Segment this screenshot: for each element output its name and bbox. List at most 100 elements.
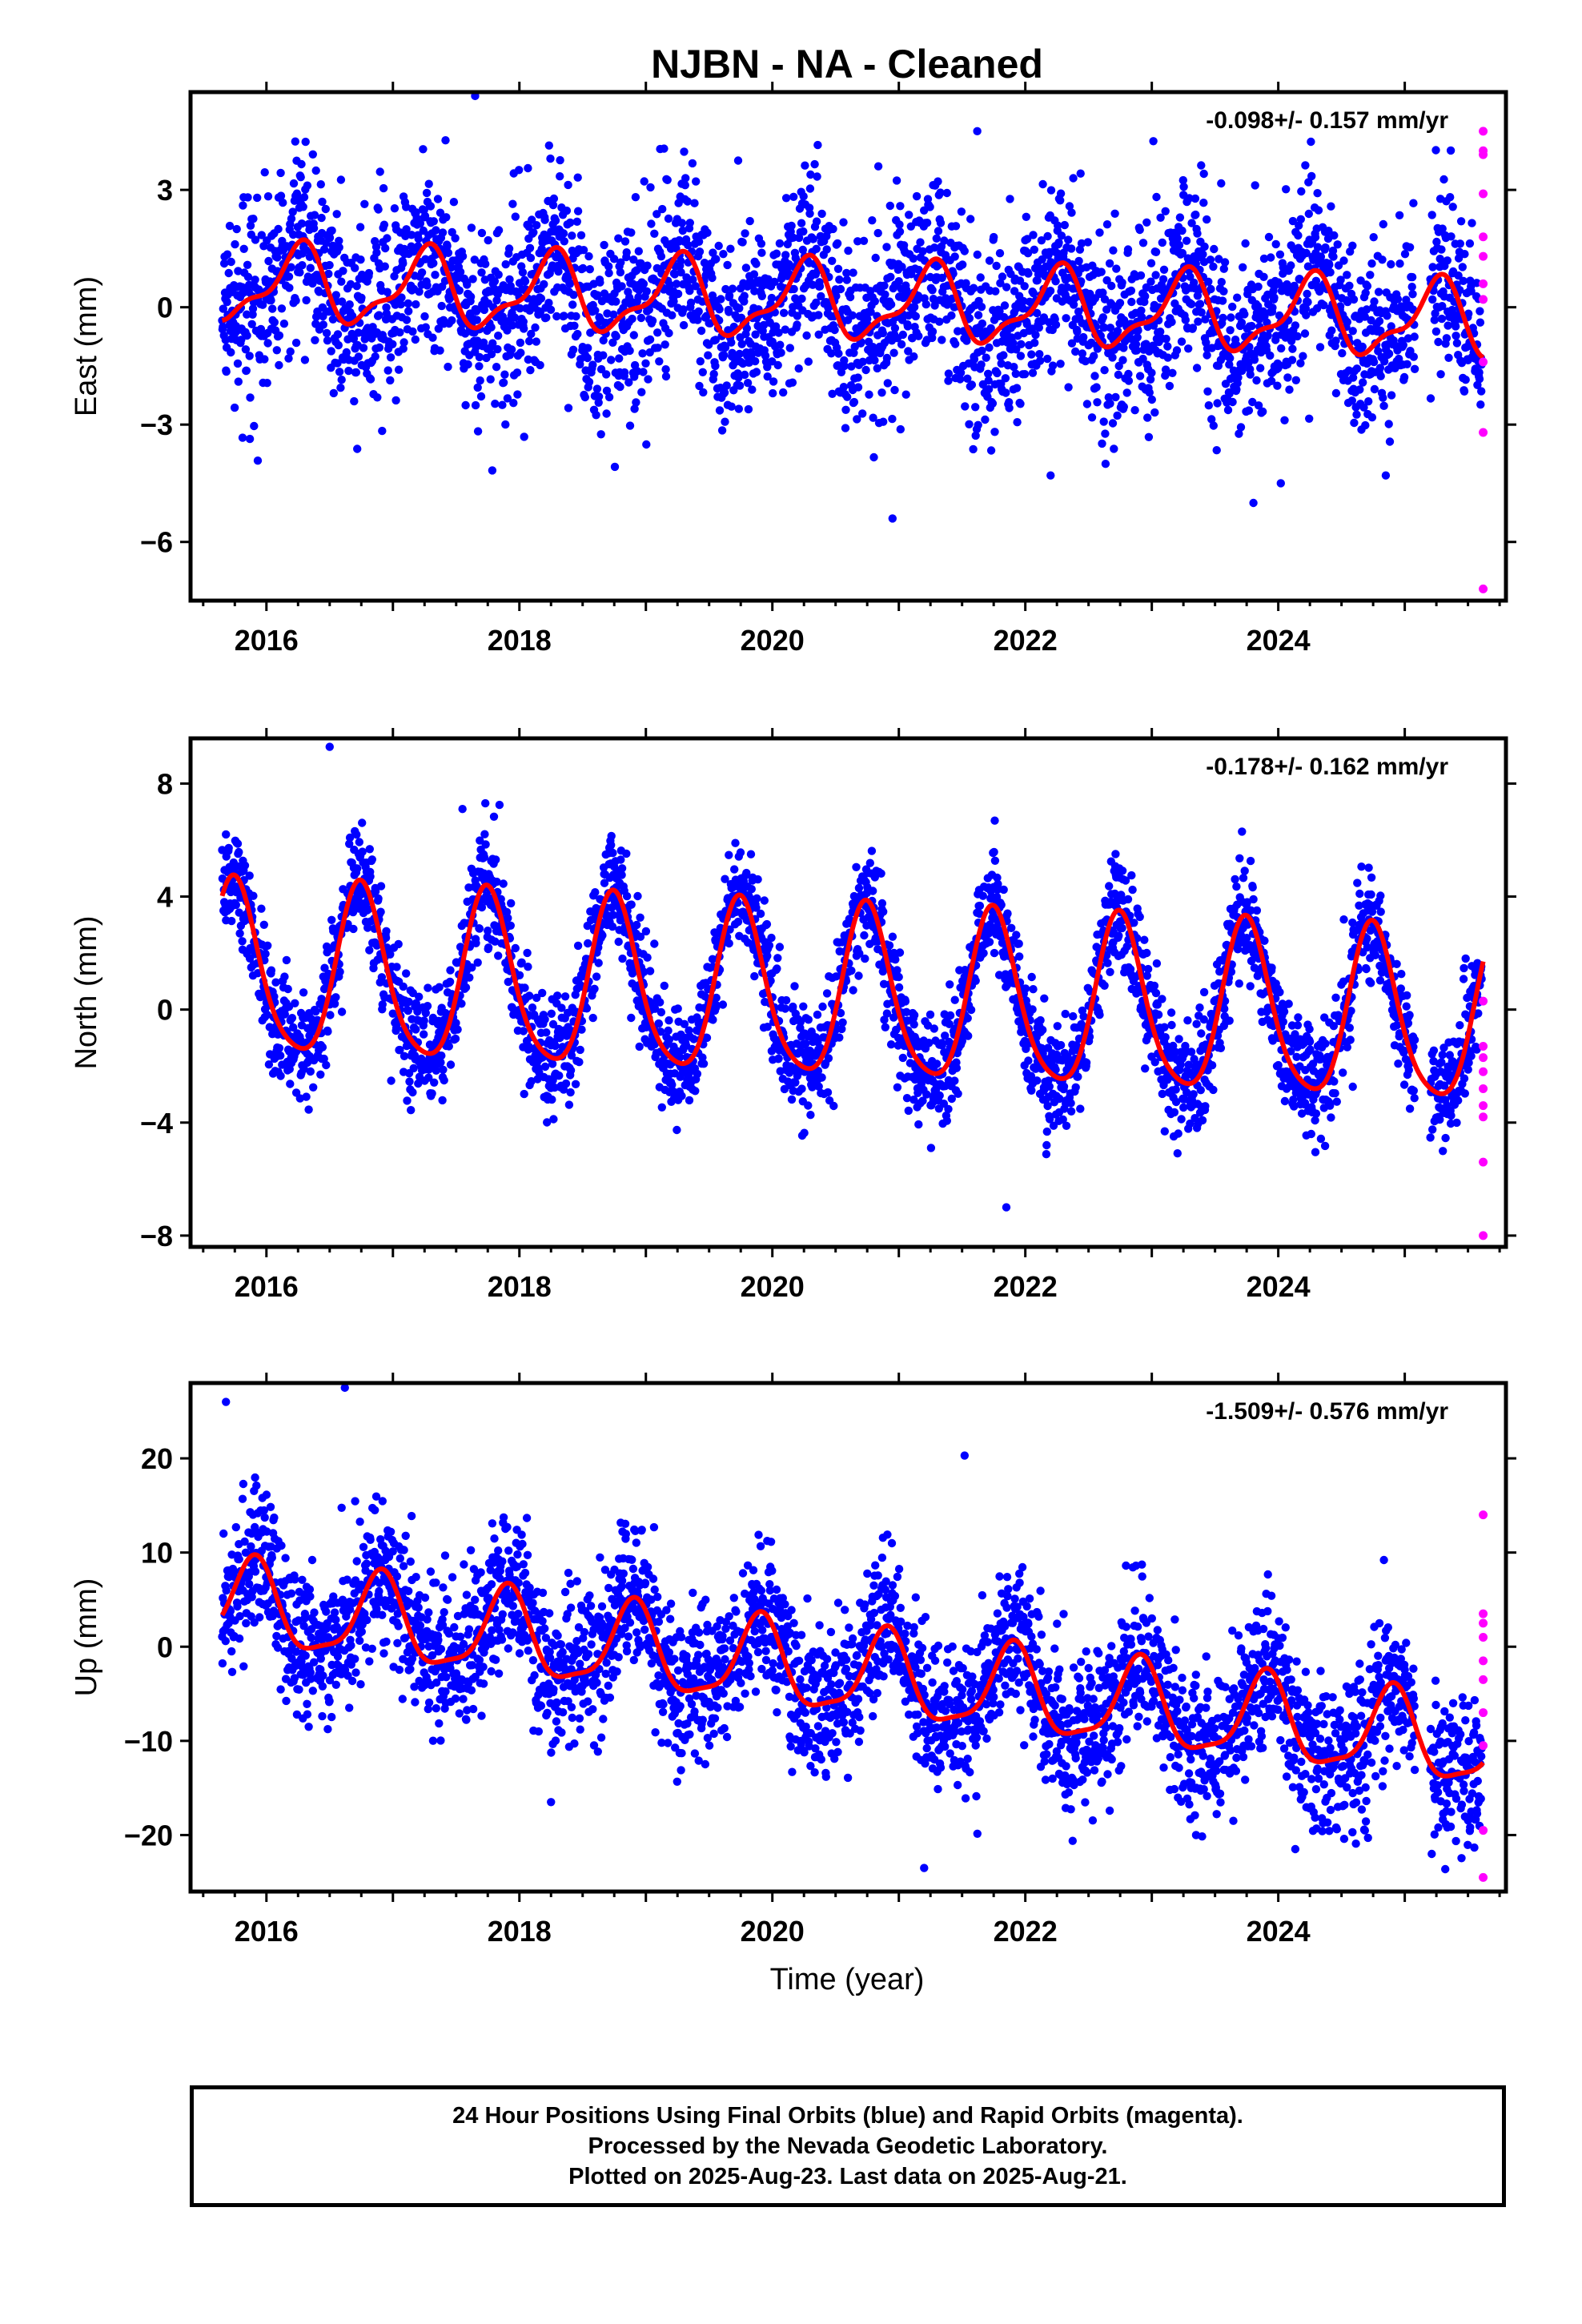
final-orbit-point [1000,301,1010,310]
final-orbit-point [909,303,919,312]
final-orbit-point [832,292,841,300]
final-orbit-point [350,396,359,406]
final-orbit-point [520,983,529,992]
final-orbit-point [1267,376,1276,385]
final-orbit-point [1452,322,1460,331]
final-orbit-point [1087,413,1097,422]
final-orbit-point [1297,187,1306,196]
final-orbit-point [604,268,613,278]
figure-title: NJBN - NA - Cleaned [651,42,1043,86]
final-orbit-point [1456,217,1466,226]
final-orbit-point [682,273,691,282]
rapid-orbit-point [1479,150,1488,159]
final-orbit-point [1092,383,1101,392]
final-orbit-point [1215,255,1223,263]
final-orbit-point [849,397,859,407]
final-orbit-point [260,355,269,364]
final-orbit-point [420,1016,428,1025]
final-orbit-point [880,281,889,290]
final-orbit-point [1293,332,1302,341]
final-orbit-point [1035,350,1044,359]
final-orbit-point [1024,269,1033,278]
final-orbit-point [726,244,735,253]
final-orbit-point [717,295,725,304]
final-orbit-point [1350,418,1359,428]
final-orbit-point [977,303,986,312]
final-orbit-point [332,210,341,219]
final-orbit-point [376,907,385,916]
final-orbit-point [818,1002,827,1011]
final-orbit-point [548,200,558,210]
final-orbit-point [239,201,247,210]
final-orbit-point [1395,259,1404,268]
final-orbit-point [1204,401,1214,410]
final-orbit-point [711,336,720,344]
final-orbit-point [849,348,858,357]
final-orbit-point [798,245,807,255]
final-orbit-point [357,293,366,302]
final-orbit-point [727,338,736,347]
final-orbit-point [1467,287,1476,296]
final-orbit-point [484,927,492,935]
final-orbit-point [1002,388,1010,397]
final-orbit-point [407,1106,416,1115]
final-orbit-point [632,920,641,930]
final-orbit-point [658,204,667,214]
final-orbit-point [674,199,683,207]
final-orbit-point [1102,275,1111,285]
final-orbit-point [572,312,580,321]
final-orbit-point [296,173,305,182]
final-orbit-point [805,209,814,218]
final-orbit-point [1020,282,1029,291]
final-orbit-point [1001,374,1010,383]
final-orbit-point [501,259,510,269]
final-orbit-point [434,324,443,333]
data-layer [218,742,1488,1240]
final-orbit-point [487,350,496,359]
final-orbit-point [817,1073,826,1082]
final-orbit-point [540,215,549,224]
final-orbit-point [227,916,236,926]
final-orbit-point [793,312,802,320]
final-orbit-point [399,982,408,991]
final-orbit-point [426,202,436,211]
final-orbit-point [617,864,627,873]
final-orbit-point [1060,220,1070,230]
final-orbit-point [978,346,986,356]
final-orbit-point [503,394,512,403]
final-orbit-point [942,188,952,198]
final-orbit-point [881,290,889,299]
final-orbit-point [877,388,886,397]
final-orbit-point [1165,381,1174,391]
final-orbit-point [824,1054,833,1063]
final-orbit-point [1237,318,1247,328]
rapid-orbit-point [1479,279,1488,288]
final-orbit-point [932,234,942,243]
final-orbit-point [781,1004,789,1013]
final-orbit-point [1011,369,1021,378]
final-orbit-point [645,967,655,975]
final-orbit-point [762,919,772,929]
final-orbit-point [797,1084,806,1093]
final-orbit-point [913,292,923,300]
final-orbit-point [630,404,639,413]
final-orbit-point [371,352,379,361]
final-orbit-point [1240,310,1249,319]
final-orbit-point [930,301,939,310]
final-orbit-point [1228,302,1237,312]
final-orbit-point [804,1101,813,1110]
final-orbit-point [261,949,270,959]
final-orbit-point [1446,193,1455,202]
final-orbit-point [628,314,636,324]
final-orbit-point [495,800,504,810]
final-orbit-point [258,300,267,309]
final-orbit-point [1112,264,1121,273]
final-orbit-point [1339,256,1348,265]
final-orbit-point [814,311,823,320]
final-orbit-point [380,262,389,271]
final-orbit-point [883,379,893,388]
final-orbit-point [878,328,888,338]
final-orbit-point [692,177,701,186]
final-orbit-point [592,411,600,420]
